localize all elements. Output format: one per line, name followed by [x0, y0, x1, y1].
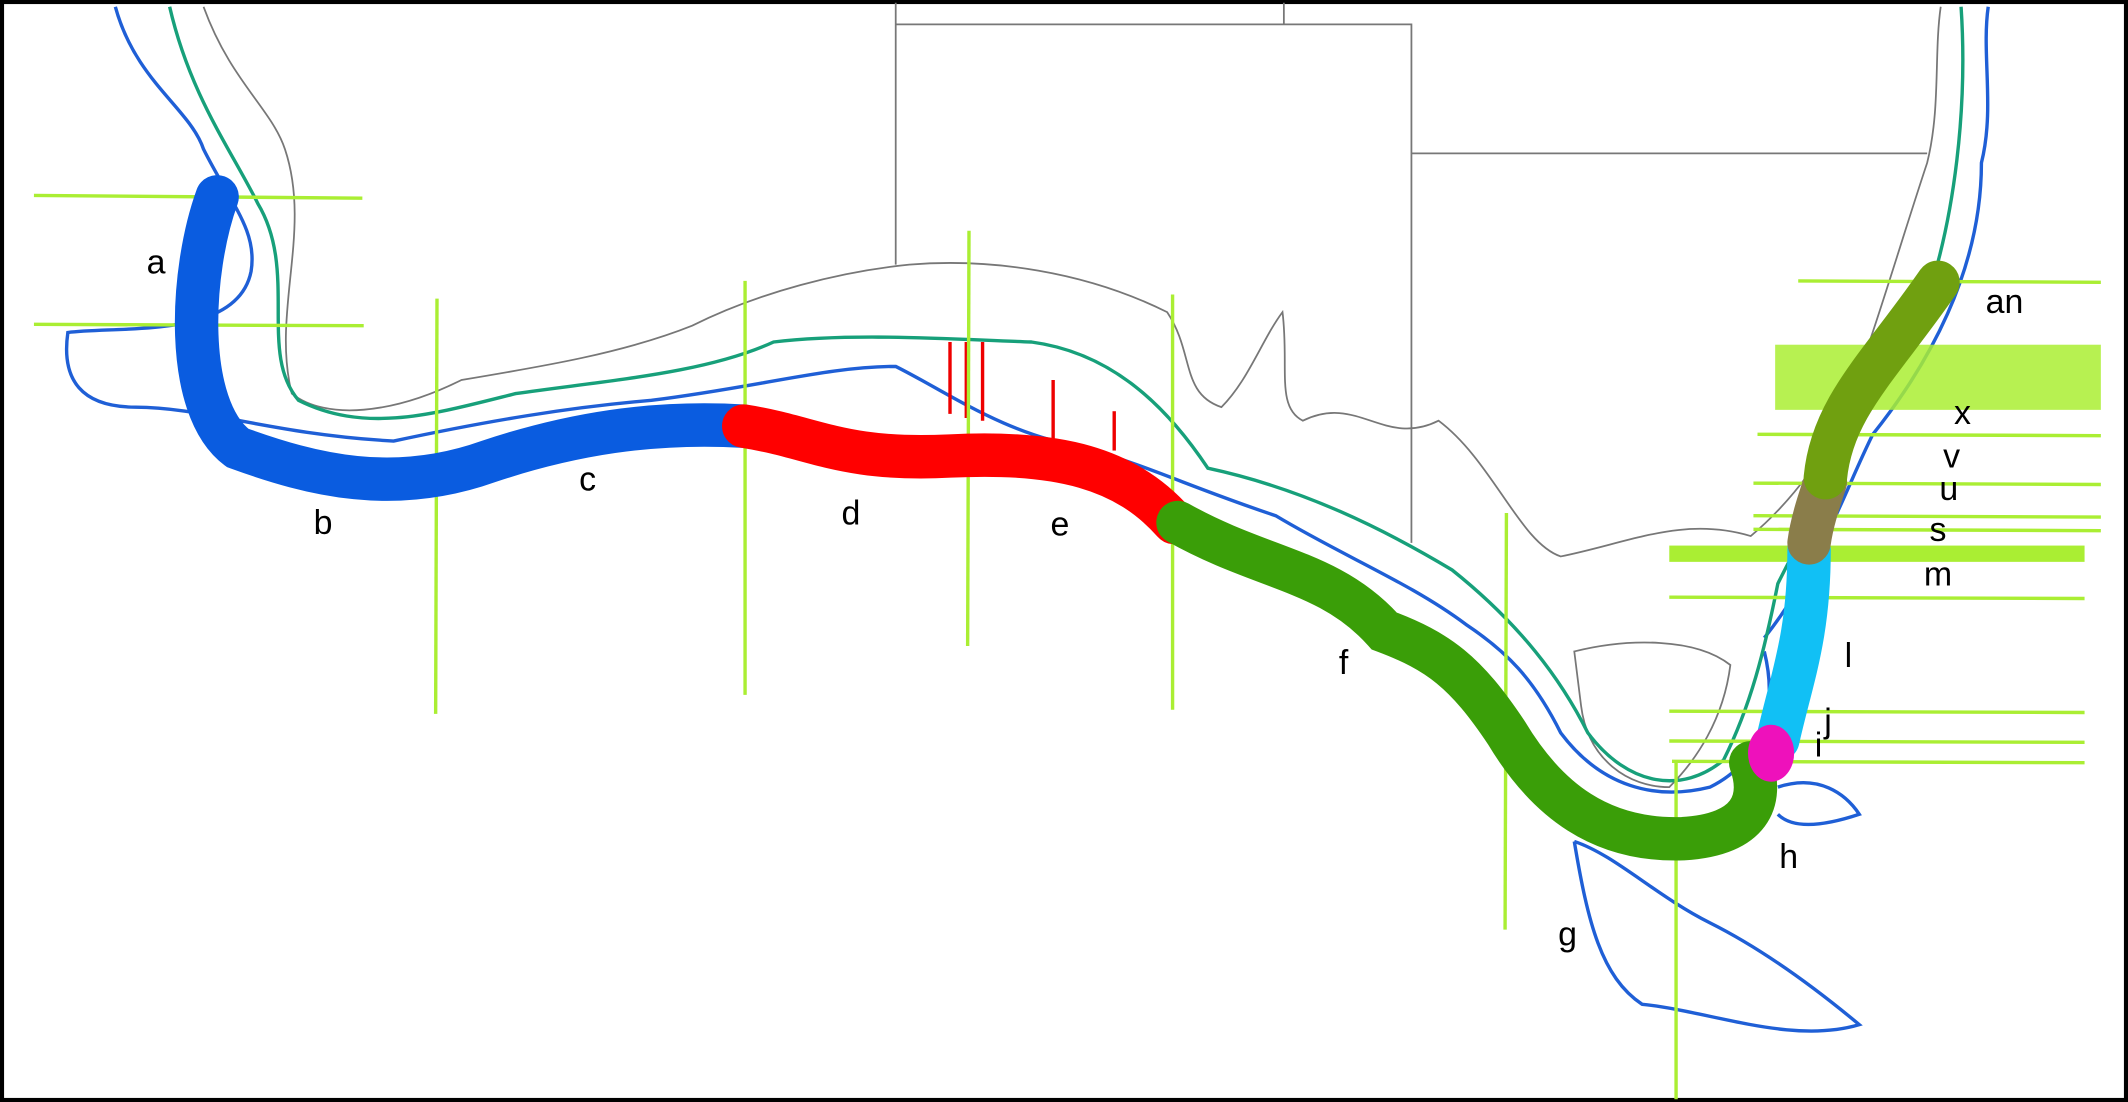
boundary-line	[1669, 595, 2085, 601]
boundary-line	[433, 298, 439, 714]
segment-label: e	[1050, 506, 1069, 544]
segment	[722, 404, 1196, 545]
segment-label: c	[579, 461, 596, 499]
segment-label: b	[314, 504, 333, 542]
boundary-band	[1775, 344, 2101, 410]
segment-label: g	[1558, 915, 1577, 953]
segment-label: i	[1815, 727, 1823, 765]
segment	[174, 175, 766, 501]
boundary-line	[1669, 709, 2085, 715]
segment	[1756, 527, 1831, 762]
boundary-band	[1669, 545, 2085, 562]
segment-label: l	[1845, 637, 1853, 675]
segment-label: x	[1954, 394, 1971, 432]
depth-contour	[65, 6, 1990, 1033]
segment-label: v	[1943, 438, 1960, 476]
segment-label: u	[1939, 470, 1958, 508]
segment-blob	[1748, 724, 1795, 782]
border-line	[894, 2, 1928, 543]
segments	[174, 175, 1960, 861]
segment-label: h	[1779, 838, 1798, 876]
segment-label: d	[841, 495, 860, 533]
segment	[1803, 260, 1960, 500]
boundary-line	[1669, 739, 2085, 745]
segment-label: a	[147, 244, 166, 282]
segment-label: s	[1930, 511, 1947, 549]
boundary-line	[1757, 432, 2101, 438]
markers	[948, 342, 1116, 451]
segment-label: f	[1339, 644, 1349, 682]
segment-label: m	[1924, 556, 1952, 594]
state-borders	[894, 2, 1928, 543]
segment-label: j	[1823, 702, 1832, 740]
segment-label: an	[1986, 283, 2024, 321]
segment	[1156, 500, 1778, 861]
